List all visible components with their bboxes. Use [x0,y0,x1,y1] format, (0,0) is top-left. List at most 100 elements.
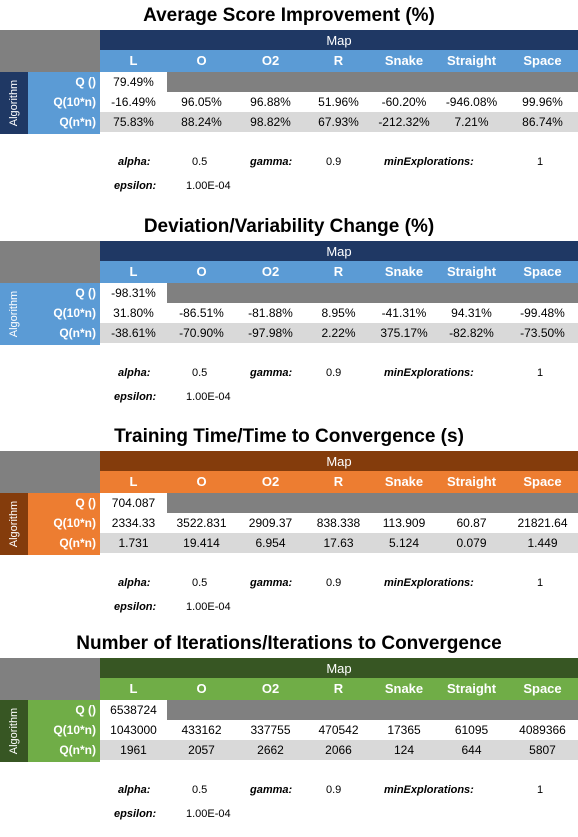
table-cell: 1961 [120,743,147,757]
table-row [100,493,578,513]
column-header-o: O [196,474,207,489]
column-header-r: R [333,264,344,279]
alpha-label: alpha: [118,367,151,379]
table-cell: -60.20% [381,95,427,109]
table-cell: 5.124 [388,536,420,550]
data-table: Map L O O2 R Snake Straight Space Algorithm Q () -… [0,241,578,403]
table-cell: 67.93% [318,115,359,129]
table-cell: 124 [393,743,415,757]
column-header-o: O [196,53,207,68]
alpha-value: 0.5 [192,367,208,379]
table-cell: -73.50% [520,326,565,340]
table-cell: 96.05% [181,95,222,109]
row-label-band [28,72,100,134]
epsilon-value: 1.00E-04 [186,808,231,820]
column-header-row: L O O2 R Snake Straight Space [100,50,578,72]
table-row [100,700,578,720]
epsilon-label: epsilon: [114,808,157,820]
table-cell: 1.731 [118,536,149,550]
row-label-q: Q () [75,286,96,300]
column-header-row: L O O2 R Snake Straight Space [100,678,578,700]
row-label-qnn: Q(n*n) [59,743,96,757]
map-header: Map [100,451,578,471]
table-cell: 21821.64 [517,516,568,530]
table-row [100,323,578,343]
table-row [100,112,578,132]
alpha-label: alpha: [118,577,151,589]
column-header-straight: Straight [446,264,497,279]
table-section: Number of Iterations/Iterations to Conve… [0,632,578,837]
column-header-space: Space [523,681,562,696]
min-explorations-value: 1 [537,156,544,168]
column-header-snake: Snake [384,681,424,696]
algorithm-header: Algorithm [0,283,28,345]
row-label-qnn: Q(n*n) [59,115,96,129]
column-header-straight: Straight [446,474,497,489]
table-cell: 31.80% [113,306,154,320]
gamma-label: gamma: [250,784,293,796]
table-row [100,92,578,112]
row-label-band [28,283,100,345]
column-header-l: L [129,681,138,696]
table-cell: 113.909 [382,516,426,530]
table-cell: 3522.831 [176,516,227,530]
table-cell: -86.51% [179,306,224,320]
table-cell: 704.087 [100,493,167,513]
table-cell: 470542 [318,723,359,737]
table-cell: 337755 [250,723,291,737]
min-explorations-label: minExplorations: [384,577,474,589]
column-header-o: O [196,264,207,279]
column-header-space: Space [523,264,562,279]
column-header-row: L O O2 R Snake Straight Space [100,261,578,283]
min-explorations-value: 1 [537,784,544,796]
table-row [100,533,578,553]
column-header-row: L O O2 R Snake Straight Space [100,471,578,493]
algorithm-label: Algorithm [8,290,20,338]
gamma-label: gamma: [250,156,293,168]
gamma-value: 0.9 [326,577,342,589]
table-cell: 17.63 [323,536,354,550]
table-title: Number of Iterations/Iterations to Conve… [76,633,502,654]
table-cell: 17365 [387,723,421,737]
epsilon-value: 1.00E-04 [186,391,231,403]
table-cell: 2066 [325,743,352,757]
gamma-value: 0.9 [326,367,342,379]
table-cell: -98.31% [100,283,167,303]
table-cell: 375.17% [380,326,428,340]
table-cell: 433162 [181,723,222,737]
data-table: Map L O O2 R Snake Straight Space Algorithm Q () 6… [0,658,578,820]
column-header-l: L [129,53,138,68]
map-header: Map [100,658,578,678]
table-cell: -16.49% [111,95,156,109]
alpha-label: alpha: [118,156,151,168]
table-row [100,720,578,740]
gamma-label: gamma: [250,367,293,379]
alpha-label: alpha: [118,784,151,796]
alpha-value: 0.5 [192,156,208,168]
table-cell: 86.74% [522,115,563,129]
min-explorations-label: minExplorations: [384,156,474,168]
column-header-r: R [333,53,344,68]
row-label-q: Q () [75,496,96,510]
table-title: Average Score Improvement (%) [143,5,435,26]
row-label-q10n: Q(10*n) [53,516,96,530]
column-header-o2: O2 [261,53,280,68]
row-label-q10n: Q(10*n) [53,723,96,737]
table-cell: 75.83% [113,115,154,129]
table-cell: 61095 [454,723,489,737]
column-header-space: Space [523,474,562,489]
table-cell: -38.61% [111,326,156,340]
min-explorations-value: 1 [537,577,544,589]
algorithm-label: Algorithm [8,79,20,127]
row-label-q10n: Q(10*n) [53,306,96,320]
algorithm-label: Algorithm [8,707,20,755]
row-label-band [28,493,100,555]
table-cell: -212.32% [378,115,430,129]
table-row [100,72,578,92]
row-label-q: Q () [75,703,96,717]
epsilon-value: 1.00E-04 [186,180,231,192]
table-cell: 6538724 [100,700,167,720]
table-cell: 79.49% [100,72,167,92]
row-label-band [28,700,100,762]
table-cell: 96.88% [250,95,291,109]
